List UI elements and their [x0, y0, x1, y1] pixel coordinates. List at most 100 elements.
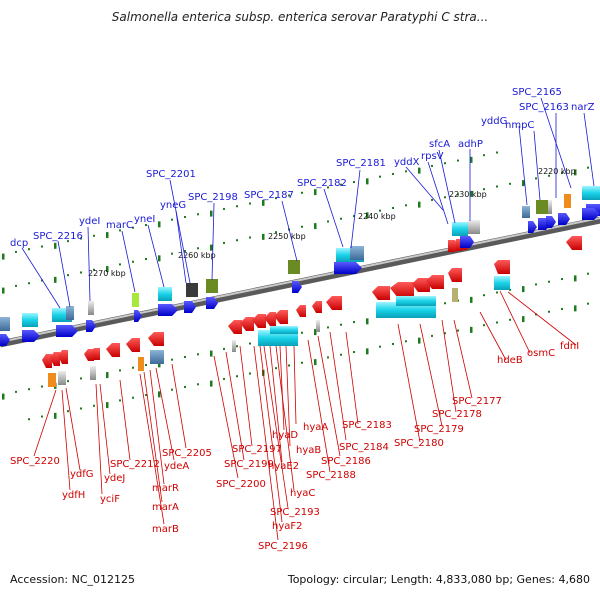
kbp-label: 2240 kbp	[358, 212, 396, 221]
track-tick	[548, 280, 550, 283]
track-tick	[366, 318, 369, 325]
track-tick	[301, 191, 303, 194]
track-tick	[431, 198, 433, 201]
gene-label: marR	[152, 483, 179, 494]
reverse-genes	[42, 236, 582, 368]
track-tick	[457, 193, 459, 196]
track-tick	[366, 348, 369, 355]
track-tick	[67, 410, 69, 413]
gene-label: SPC_2163	[519, 102, 569, 113]
track-tick	[561, 308, 563, 311]
track-tick	[145, 364, 147, 367]
track-tick	[67, 380, 69, 383]
track-tick	[106, 372, 109, 379]
track-tick	[314, 329, 317, 336]
track-tick	[535, 283, 537, 286]
track-tick	[223, 207, 225, 210]
gene-label: SPC_2182	[297, 178, 347, 189]
track-tick	[184, 215, 186, 218]
gene-label: SPC_2180	[394, 438, 444, 449]
kbp-scale: 2220 kbp 2230 kbp 2240 kbp 2250 kbp 2260…	[88, 167, 576, 278]
track-tick	[431, 334, 433, 337]
track-tick	[535, 177, 537, 180]
track-tick	[197, 247, 199, 250]
cds-block	[90, 366, 96, 380]
track-tick	[145, 394, 147, 397]
cds-block	[452, 288, 458, 302]
track-tick	[54, 412, 57, 419]
cds-block	[536, 200, 548, 214]
track-tick	[184, 249, 186, 252]
gene-label: marB	[152, 524, 179, 535]
track-tick	[249, 342, 251, 345]
track-tick	[41, 245, 43, 248]
kbp-label: 2250 kbp	[268, 232, 306, 241]
gene-label: SPC_2200	[216, 479, 266, 490]
track-tick	[210, 350, 213, 357]
gene-label: yneG	[160, 200, 186, 211]
track-tick	[561, 172, 563, 175]
reverse-feature-blocks	[48, 276, 510, 387]
cds-block	[270, 326, 298, 334]
track-tick	[405, 170, 407, 173]
cds-block	[206, 279, 218, 293]
track-tick	[171, 218, 173, 221]
track-tick	[327, 186, 329, 189]
track-tick	[301, 225, 303, 228]
track-tick	[366, 178, 369, 185]
gene-label: SPC_2205	[162, 448, 212, 459]
gene-label: marC	[106, 220, 133, 231]
track-tick	[327, 326, 329, 329]
gene-label: SPC_2179	[414, 424, 464, 435]
track-tick	[132, 226, 134, 229]
track-tick	[483, 294, 485, 297]
track-tick	[496, 151, 498, 154]
track-tick	[340, 353, 342, 356]
track-tick	[574, 169, 577, 176]
track-tick	[470, 326, 473, 333]
track-tick	[392, 172, 394, 175]
track-tick	[483, 324, 485, 327]
track-tick	[15, 250, 17, 253]
gene-label: nmpC	[505, 120, 534, 131]
track-tick	[509, 182, 511, 185]
track-tick	[379, 175, 381, 178]
track-tick	[470, 156, 473, 163]
track-tick	[171, 388, 173, 391]
track-tick	[236, 345, 238, 348]
track-tick	[587, 166, 589, 169]
cds-block	[186, 283, 198, 297]
track-tick	[483, 154, 485, 157]
gene-label: yddX	[394, 157, 420, 168]
gene-label: SPC_2184	[339, 442, 389, 453]
gene-label: SPC_2181	[336, 158, 386, 169]
gene-label: yneI	[134, 214, 155, 225]
track-tick	[522, 316, 525, 323]
cds-block	[232, 340, 236, 352]
track-tick	[145, 258, 147, 261]
track-tick	[28, 282, 30, 285]
track-tick	[54, 242, 57, 249]
track-tick	[379, 345, 381, 348]
gene-label: ydfH	[62, 490, 85, 501]
track-tick	[67, 274, 69, 277]
kbp-label: 2220 kbp	[538, 167, 576, 176]
gene-label: hyaA	[303, 422, 328, 433]
gene-label: dcp	[10, 238, 28, 249]
gene-label: ydeA	[164, 461, 189, 472]
cds-block	[582, 186, 600, 200]
track-tick	[197, 353, 199, 356]
cds-block	[88, 301, 94, 315]
forward-feature-blocks	[0, 186, 600, 331]
track-tick	[535, 313, 537, 316]
track-tick	[353, 215, 355, 218]
cds-block	[158, 287, 172, 301]
track-tick	[184, 355, 186, 358]
track-tick	[275, 231, 277, 234]
forward-gene-labels: SPC_2165 SPC_2163 narZ yddG nmpC sfcA ad…	[10, 87, 595, 249]
gene-label: hyaC	[290, 488, 315, 499]
gene-label: SPC_2183	[342, 420, 392, 431]
gene-label: yciF	[100, 494, 120, 505]
track-tick	[2, 287, 5, 294]
